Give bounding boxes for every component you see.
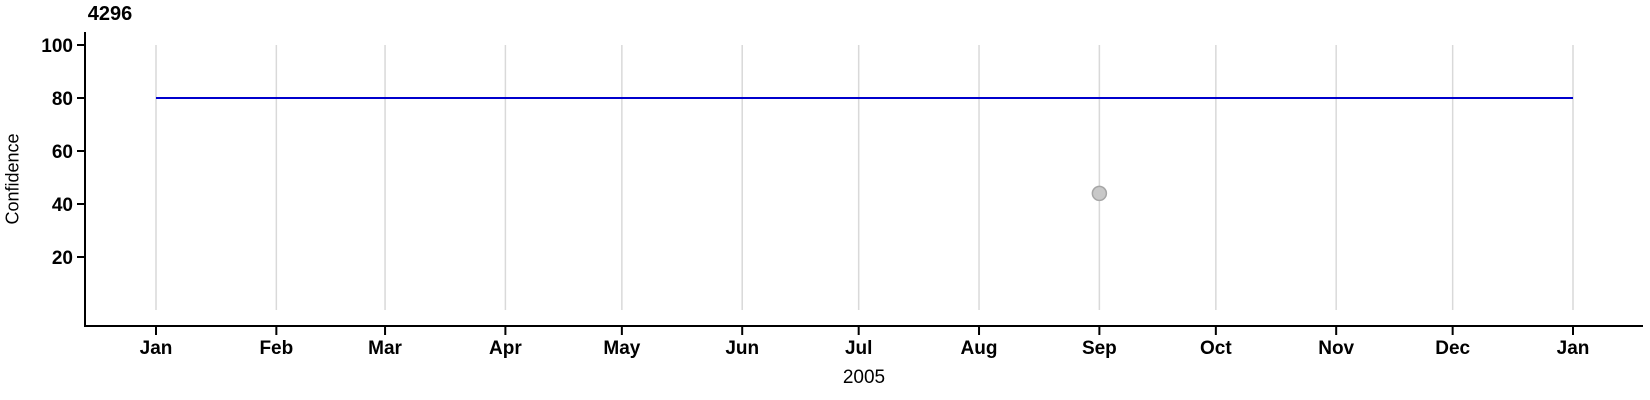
- y-tick-label: 100: [41, 36, 73, 57]
- x-tick-label: Jul: [845, 338, 872, 359]
- chart-title: 4296: [87, 3, 133, 25]
- x-tick-label: Apr: [489, 338, 522, 359]
- y-tick-label: 80: [52, 89, 73, 110]
- x-tick-label: Mar: [368, 338, 402, 359]
- x-axis-label: 2005: [842, 367, 886, 388]
- y-tick-label: 20: [52, 248, 73, 269]
- observation-point: [1091, 185, 1108, 202]
- x-tick-label: Nov: [1318, 338, 1354, 359]
- x-tick-label: Jan: [1557, 338, 1590, 359]
- x-tick-label: Sep: [1082, 338, 1117, 359]
- x-tick-label: Aug: [961, 338, 998, 359]
- x-tick-label: Jan: [140, 338, 173, 359]
- x-tick-label: Jun: [725, 338, 759, 359]
- y-tick-label: 40: [52, 195, 73, 216]
- x-tick-label: Dec: [1435, 338, 1470, 359]
- x-tick-label: Feb: [259, 338, 293, 359]
- x-tick-label: Oct: [1200, 338, 1232, 359]
- y-tick-label: 60: [52, 142, 73, 163]
- x-tick-label: May: [603, 338, 640, 359]
